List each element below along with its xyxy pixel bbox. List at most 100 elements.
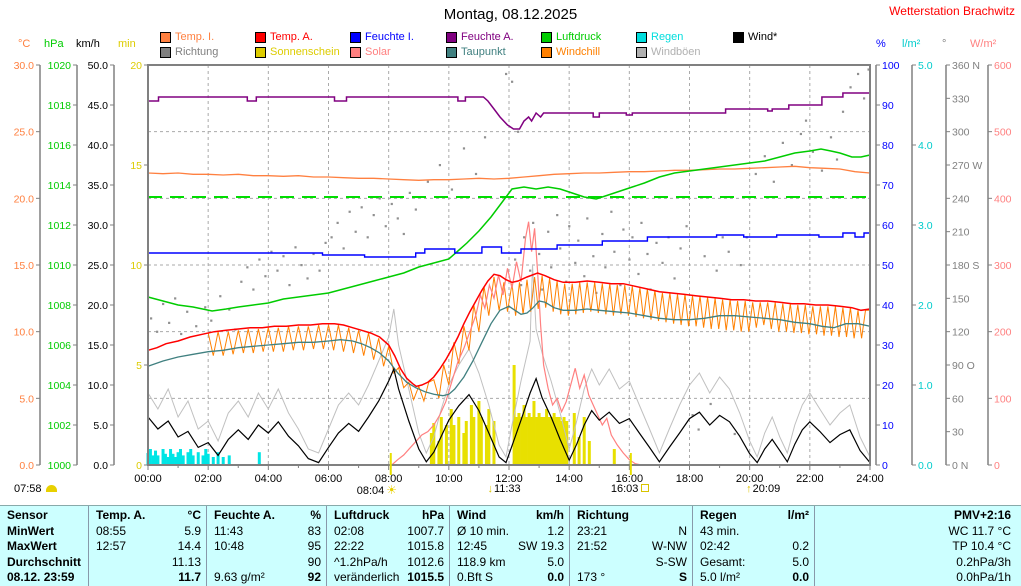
series-regen [146, 449, 261, 465]
axis-tick-label: 60 [952, 393, 964, 405]
unit-label-right: ° [942, 38, 947, 50]
legend-swatch-icon [350, 31, 361, 43]
axis-tick-label: 400 [994, 193, 1012, 205]
marker-2009: ↑20:09 [746, 483, 780, 495]
table-row: TP 10.4 °C [952, 539, 1011, 553]
series-windboeen [147, 264, 871, 459]
table-row: MinWert [7, 523, 55, 538]
axis-tick-label: 1014 [48, 180, 72, 192]
unit-label-left: °C [18, 38, 31, 50]
unit-label-left: km/h [76, 38, 100, 50]
legend-swatch-icon [636, 46, 647, 58]
axis-tick-label: 4.0 [918, 140, 933, 152]
legend-swatch-icon [255, 31, 266, 43]
series-solar [148, 221, 870, 466]
table-row: PMV+2:16 [953, 508, 1011, 522]
axis-tick-label: 180 S [952, 260, 979, 272]
legend-swatch-icon [446, 46, 457, 58]
series-luftdruck [147, 148, 871, 312]
series-feuchte_a [148, 92, 870, 130]
axis-tick-label: 0 [136, 460, 142, 472]
axis-sun: 20 15 10 5 0 [130, 60, 148, 472]
legend-swatch-icon [541, 46, 552, 58]
series-wind [147, 367, 871, 464]
legend-item-r2-4: Windchill [541, 46, 600, 58]
axis-tick-label: 1008 [48, 300, 72, 312]
time-tick-label: 00:00 [134, 473, 162, 485]
axis-tick-label: 30.0 [88, 220, 109, 232]
axis-tick-label: 10.0 [14, 327, 35, 339]
legend-swatch-icon [160, 31, 171, 43]
arrow-down-icon: ↓ [487, 483, 493, 495]
axis-tick-label: 0 N [952, 460, 968, 472]
axis-tick-label: 10 [130, 260, 142, 272]
axis-tick-label: 45.0 [88, 100, 109, 112]
axis-tick-label: 330 [952, 93, 970, 105]
legend-label: Windchill [556, 46, 601, 58]
series-richtung [150, 68, 870, 436]
axis-tick-label: 0.0 [93, 460, 108, 472]
unit-label-right: % [876, 38, 886, 50]
marker-1133: ↓11:33 [487, 483, 520, 495]
legend-label: Richtung [175, 46, 219, 58]
series-temp_a [147, 272, 871, 388]
moon-icon [45, 485, 57, 492]
axis-tick-label: 0 [882, 460, 888, 472]
square-icon [641, 484, 650, 492]
axis-tick-label: 270 W [952, 160, 982, 172]
marker-1603: 16:03 [611, 483, 650, 495]
table-row: Temp. A. °C [96, 508, 201, 522]
axis-tick-label: 20.0 [14, 193, 35, 205]
marker-time-label: 11:33 [493, 483, 521, 495]
sun-event-tick [629, 453, 632, 475]
table-row: 11.7 [178, 570, 201, 584]
axis-tick-label: 25.0 [88, 260, 109, 272]
table-column: PMV+2:16 WC 11.7 °C TP 10.4 °C 0.2hPa/3h 0.0… [815, 506, 1021, 586]
table-row: 90 [307, 554, 321, 569]
axis-tick-label: 60 [882, 220, 894, 232]
table-row: 12:45 SW 19.3 [457, 539, 564, 553]
axis-tick-label: 300 [952, 127, 970, 139]
axis-tick-label: 20.0 [88, 300, 109, 312]
legend-swatch-icon [446, 31, 457, 43]
table-row: Sensor [7, 508, 48, 522]
legend-label: Sonnenschein [270, 46, 340, 58]
axis-tick-label: 5 [136, 360, 142, 372]
table-column: Luftdruck hPa 02:08 1007.7 22:22 1015.8 ^1.2hP… [327, 506, 450, 586]
table-row: Ø 10 min. 1.2 [457, 523, 564, 538]
time-tick-label: 16:00 [616, 473, 644, 485]
table-row: 21:52 W-NW [577, 539, 687, 553]
axis-tick-label: 90 O [952, 360, 975, 372]
time-tick-label: 20:00 [736, 473, 764, 485]
axis-tick-label: 3.0 [918, 220, 933, 232]
axis-tick-label: 20 [882, 380, 894, 392]
legend-swatch-icon [733, 31, 744, 43]
series-taupunkt [147, 300, 871, 397]
legend-label: Wind* [748, 31, 778, 43]
series-sonnenschein [429, 365, 616, 465]
axis-tick-label: 2.0 [918, 300, 933, 312]
axis-dir: 360 N 330 300 270 W 240 210 180 S 150 120 90 O 60 3… [945, 60, 982, 472]
legend-swatch-icon [541, 31, 552, 43]
legend-item-r2-3: Taupunkt [446, 46, 506, 58]
legend-item-r1-6: Wind* [733, 31, 777, 43]
axis-tick-label: 1000 [48, 460, 72, 472]
axis-tick-label: 1012 [48, 220, 72, 232]
axis-tick-label: 120 [952, 327, 970, 339]
axis-tick-label: 150 [952, 293, 970, 305]
time-tick-label: 06:00 [315, 473, 343, 485]
series-feuchte_i [148, 232, 870, 258]
table-row: 12:57 14.4 [96, 539, 201, 553]
time-tick-label: 18:00 [676, 473, 704, 485]
time-tick-label: 08:00 [375, 473, 403, 485]
page-title: Montag, 08.12.2025 [443, 6, 578, 23]
table-row: Gesamt: 5.0 [700, 554, 809, 569]
axis-tick-label: 600 [994, 60, 1012, 72]
axis-solar: 600 500 400 300 200 100 0 [987, 60, 1012, 472]
unit-label-left: min [118, 38, 136, 50]
table-row: 5.0 l/m² 0.0 [700, 570, 809, 584]
time-tick-label: 02:00 [194, 473, 222, 485]
table-row: 0.0hPa/1h [956, 570, 1011, 584]
axis-tick-label: 1018 [48, 100, 72, 112]
weather-chart: 00:00 02:00 04:00 06:00 08:00 10:00 12:00 14:00… [14, 60, 1012, 485]
